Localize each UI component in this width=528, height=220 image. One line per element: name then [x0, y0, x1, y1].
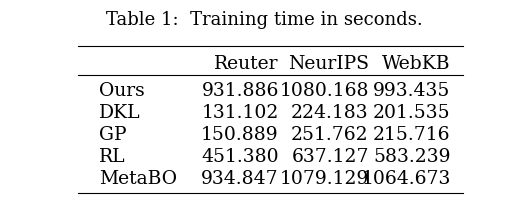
Text: 251.762: 251.762 — [291, 126, 369, 144]
Text: Table 1:  Training time in seconds.: Table 1: Training time in seconds. — [106, 11, 422, 29]
Text: 215.716: 215.716 — [373, 126, 450, 144]
Text: DKL: DKL — [99, 104, 140, 122]
Text: 583.239: 583.239 — [373, 148, 450, 166]
Text: Ours: Ours — [99, 82, 145, 100]
Text: MetaBO: MetaBO — [99, 170, 177, 188]
Text: 1064.673: 1064.673 — [361, 170, 450, 188]
Text: Reuter: Reuter — [214, 55, 279, 73]
Text: 931.886: 931.886 — [201, 82, 279, 100]
Text: WebKB: WebKB — [382, 55, 450, 73]
Text: 150.889: 150.889 — [201, 126, 279, 144]
Text: 201.535: 201.535 — [373, 104, 450, 122]
Text: 993.435: 993.435 — [373, 82, 450, 100]
Text: GP: GP — [99, 126, 126, 144]
Text: 934.847: 934.847 — [201, 170, 279, 188]
Text: 131.102: 131.102 — [201, 104, 279, 122]
Text: 451.380: 451.380 — [201, 148, 279, 166]
Text: 637.127: 637.127 — [291, 148, 369, 166]
Text: 224.183: 224.183 — [291, 104, 369, 122]
Text: 1080.168: 1080.168 — [279, 82, 369, 100]
Text: 1079.129: 1079.129 — [279, 170, 369, 188]
Text: NeurIPS: NeurIPS — [288, 55, 369, 73]
Text: RL: RL — [99, 148, 125, 166]
